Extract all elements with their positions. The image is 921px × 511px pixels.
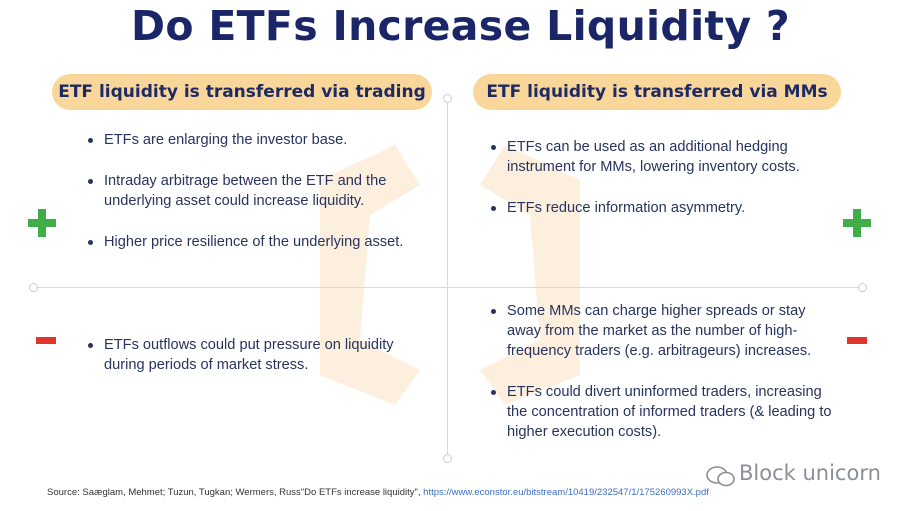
source-text: Source: Saæglam, Mehmet; Tuzun, Tugkan; … (47, 487, 424, 498)
list-item: ETFs reduce information asymmetry. (489, 198, 824, 218)
horizontal-axis (33, 287, 863, 288)
minus-icon (847, 337, 867, 344)
vertical-axis (447, 98, 448, 458)
watermark-logo-icon (320, 145, 580, 405)
brand-text: Block unicorn (739, 461, 881, 485)
wechat-icon (706, 466, 735, 487)
axis-end-top (443, 94, 452, 103)
minus-icon (36, 337, 56, 344)
source-link[interactable]: https://www.econstor.eu/bitstream/10419/… (423, 487, 709, 498)
axis-end-left (29, 283, 38, 292)
axis-end-bottom (443, 454, 452, 463)
quadrant-top-left: ETFs are enlarging the investor base. In… (86, 130, 416, 273)
plus-icon (28, 209, 56, 237)
quadrant-bottom-left: ETFs outflows could put pressure on liqu… (86, 335, 416, 396)
brand-watermark: Block unicorn (706, 461, 881, 485)
page-title: Do ETFs Increase Liquidity ? (130, 2, 790, 50)
list-item: ETFs can be used as an additional hedgin… (489, 137, 824, 177)
list-item: Intraday arbitrage between the ETF and t… (86, 171, 416, 211)
source-citation: Source: Saæglam, Mehmet; Tuzun, Tugkan; … (47, 487, 709, 498)
list-item: Some MMs can charge higher spreads or st… (489, 301, 834, 361)
quadrant-bottom-right: Some MMs can charge higher spreads or st… (489, 301, 834, 463)
quadrant-top-right: ETFs can be used as an additional hedgin… (489, 137, 824, 239)
plus-icon (843, 209, 871, 237)
right-column-heading: ETF liquidity is transferred via MMs (473, 74, 841, 110)
list-item: Higher price resilience of the underlyin… (86, 232, 416, 252)
list-item: ETFs outflows could put pressure on liqu… (86, 335, 416, 375)
left-column-heading: ETF liquidity is transferred via trading (52, 74, 432, 110)
axis-end-right (858, 283, 867, 292)
list-item: ETFs are enlarging the investor base. (86, 130, 416, 150)
list-item: ETFs could divert uninformed traders, in… (489, 382, 834, 442)
